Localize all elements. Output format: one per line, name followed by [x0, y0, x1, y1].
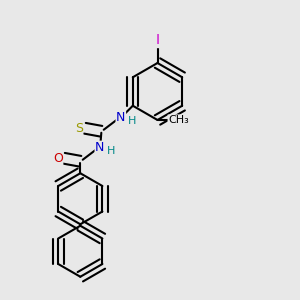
Text: CH₃: CH₃: [168, 115, 189, 125]
Text: S: S: [75, 122, 83, 135]
Text: N: N: [95, 141, 104, 154]
Text: O: O: [53, 152, 63, 165]
Text: N: N: [116, 111, 125, 124]
Text: H: H: [107, 146, 116, 156]
Text: I: I: [155, 34, 160, 47]
Text: H: H: [128, 116, 136, 126]
